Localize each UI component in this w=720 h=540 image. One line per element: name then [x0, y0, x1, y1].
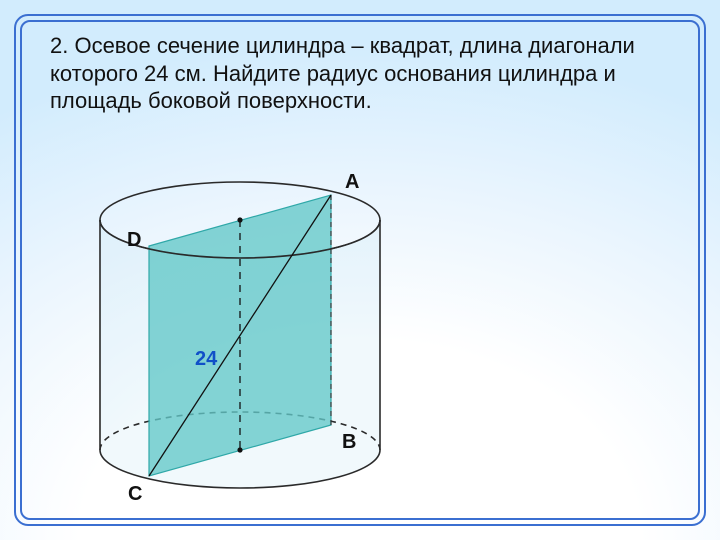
axis-bottom-dot — [237, 447, 242, 452]
vertex-label-b: B — [342, 431, 356, 453]
vertex-label-a: A — [345, 171, 359, 193]
axis-top-dot — [237, 217, 242, 222]
cylinder-diagram: A B C D 24 — [60, 160, 420, 520]
vertex-label-d: D — [127, 229, 141, 251]
slide: 2. Осевое сечение цилиндра – квадрат, дл… — [0, 0, 720, 540]
vertex-label-c: C — [128, 483, 142, 505]
diagonal-length-label: 24 — [195, 348, 218, 370]
problem-text: 2. Осевое сечение цилиндра – квадрат, дл… — [50, 32, 675, 115]
